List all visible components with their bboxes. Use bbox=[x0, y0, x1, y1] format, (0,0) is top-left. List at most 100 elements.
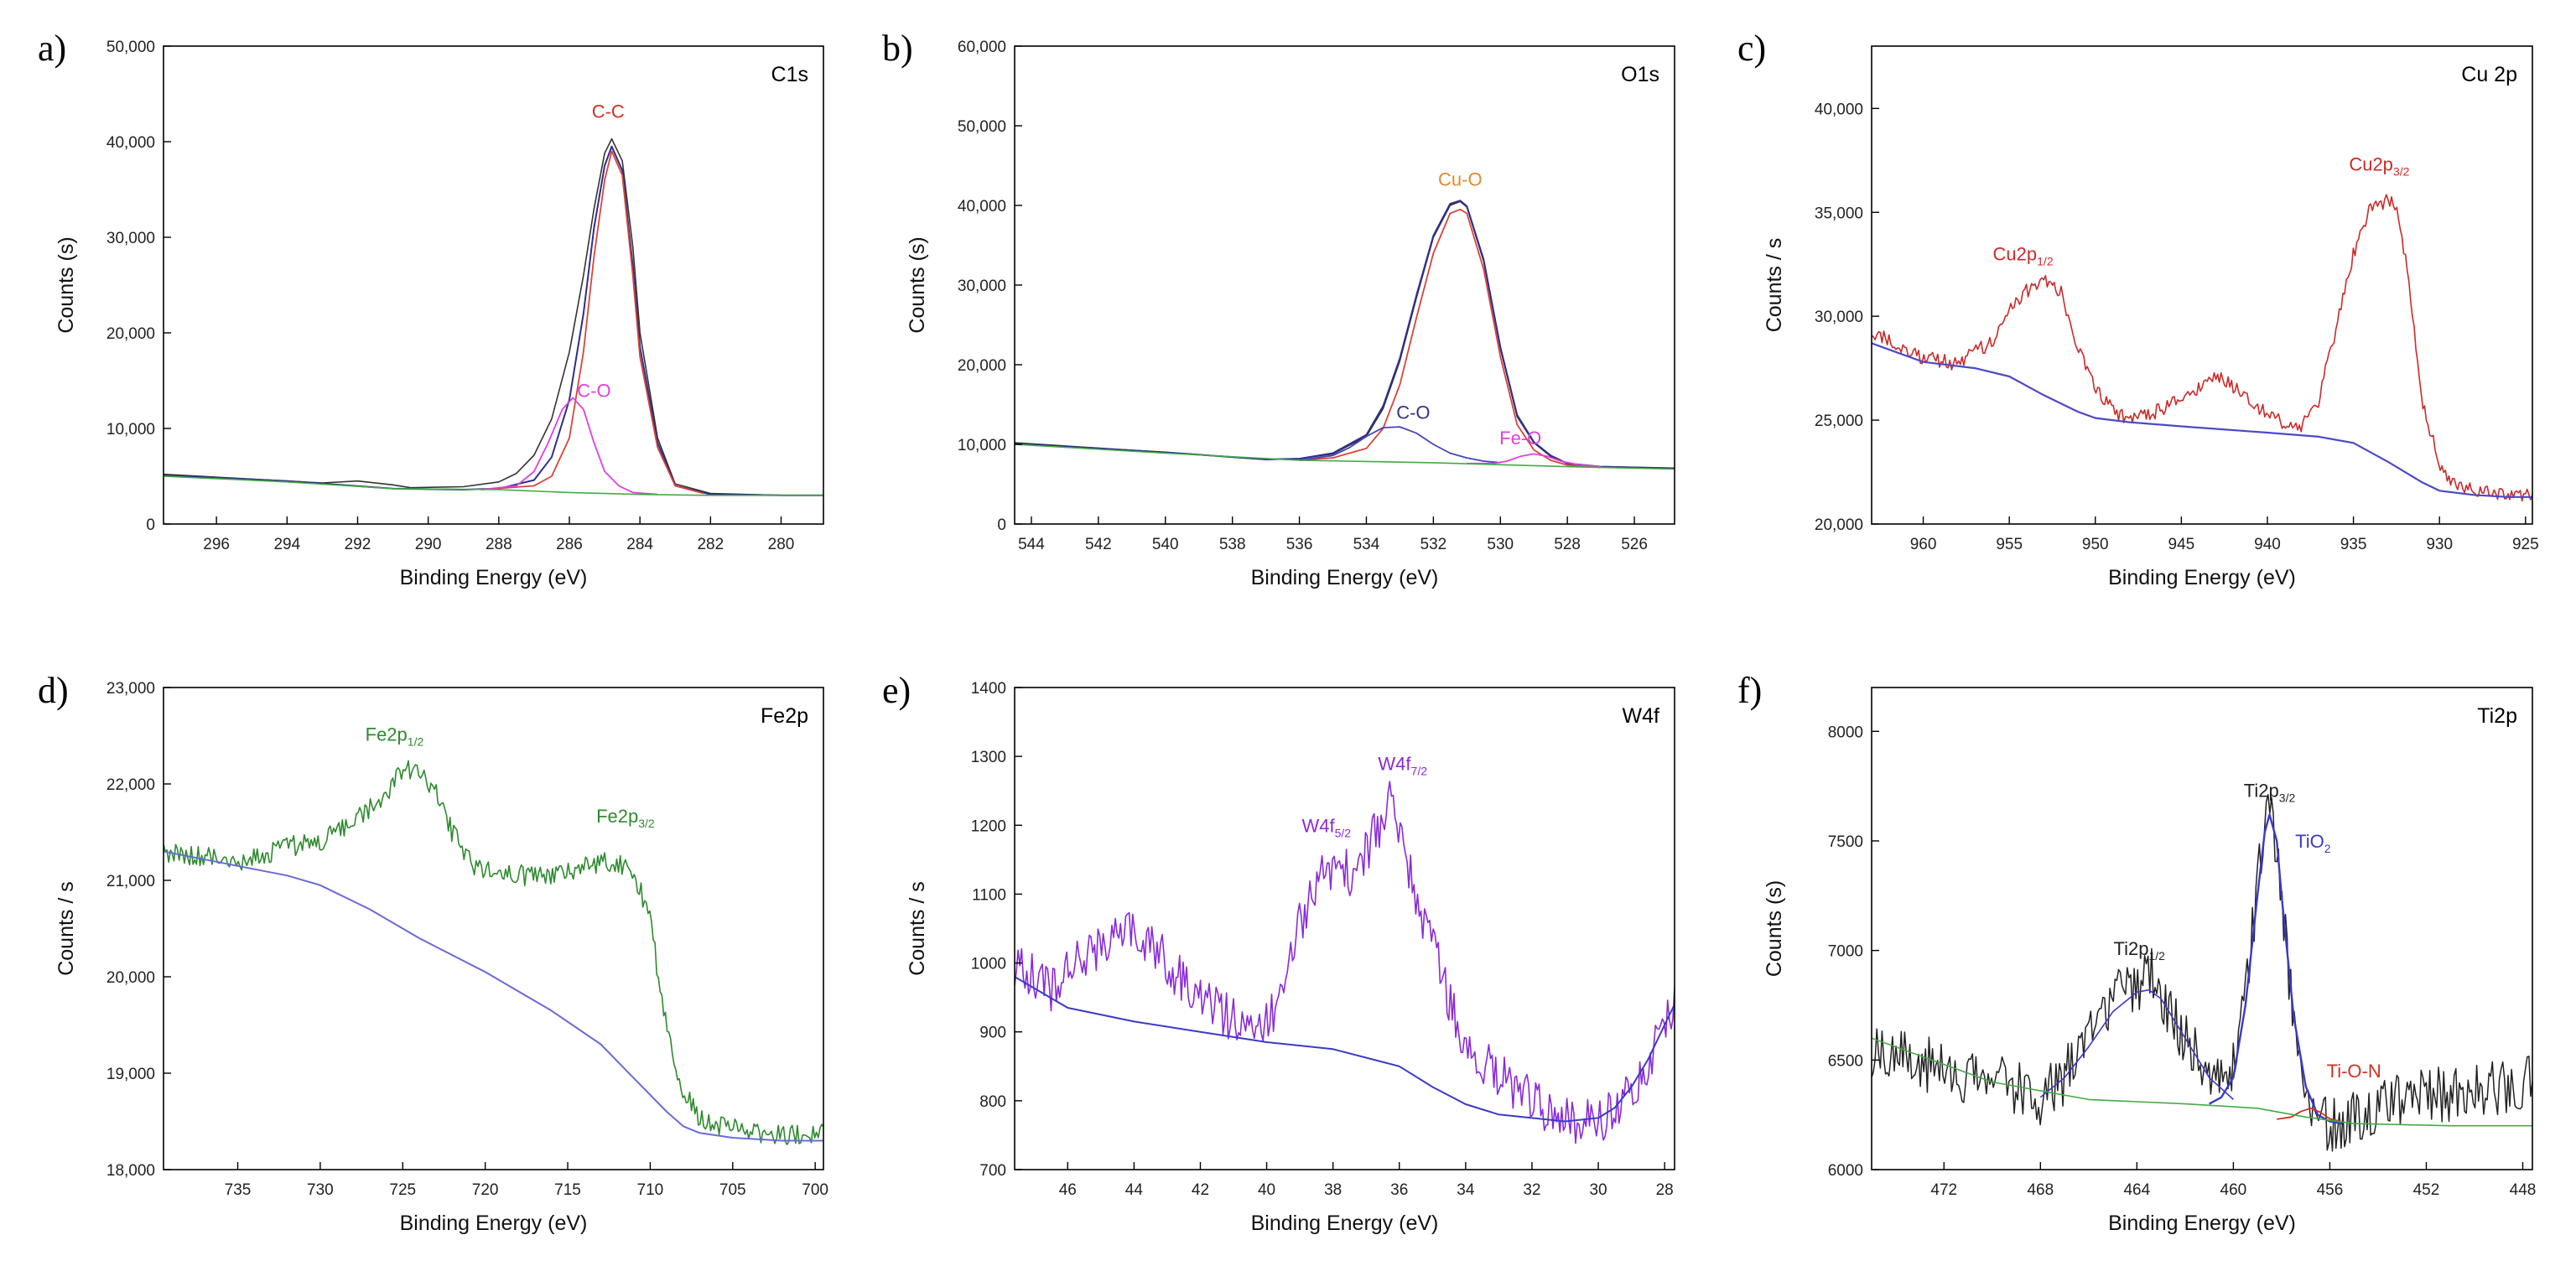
series-raw bbox=[1015, 200, 1675, 470]
peak-label: C-O bbox=[1396, 402, 1430, 423]
peak-label: Fe-O bbox=[1499, 428, 1541, 449]
y-axis-title: Counts (s) bbox=[906, 236, 929, 333]
x-tick-label: 44 bbox=[1125, 1181, 1144, 1199]
x-tick-label: 700 bbox=[802, 1181, 828, 1199]
x-tick-label: 284 bbox=[626, 536, 653, 553]
peak-label-subscript: 5/2 bbox=[1335, 827, 1352, 840]
panel-letter: f) bbox=[1737, 670, 1762, 711]
x-tick-label: 940 bbox=[2254, 536, 2281, 553]
y-tick-label: 0 bbox=[146, 516, 155, 534]
panel-letter: c) bbox=[1737, 28, 1766, 69]
peak-label: Fe2p1/2 bbox=[366, 724, 424, 748]
x-axis-title: Binding Energy (eV) bbox=[400, 1212, 588, 1235]
x-tick-label: 468 bbox=[2027, 1181, 2054, 1199]
y-tick-label: 30,000 bbox=[1815, 309, 1863, 326]
x-axis-title: Binding Energy (eV) bbox=[1251, 1212, 1439, 1235]
peak-label-subscript: 3/2 bbox=[2279, 791, 2296, 805]
series-Fe-O bbox=[1467, 453, 1602, 468]
y-tick-label: 20,000 bbox=[958, 357, 1006, 375]
series-fit-envelope bbox=[164, 145, 823, 496]
peak-label-subscript: 7/2 bbox=[1411, 765, 1428, 778]
peak-label: Ti2p1/2 bbox=[2113, 938, 2165, 963]
x-tick-label: 730 bbox=[307, 1181, 334, 1199]
peak-label: W4f7/2 bbox=[1378, 754, 1427, 778]
y-tick-label: 18,000 bbox=[106, 1162, 155, 1180]
x-tick-label: 534 bbox=[1353, 536, 1380, 553]
peak-label: Ti-O-N bbox=[2327, 1061, 2381, 1082]
plot-frame bbox=[1871, 45, 2533, 525]
x-tick-label: 36 bbox=[1390, 1181, 1408, 1199]
y-tick-label: 1300 bbox=[971, 749, 1006, 766]
series-Cu-O bbox=[1299, 208, 1602, 469]
y-tick-label: 1000 bbox=[971, 956, 1006, 973]
y-tick-label: 20,000 bbox=[106, 325, 155, 343]
x-tick-label: 930 bbox=[2426, 536, 2453, 553]
series-fit-envelope bbox=[1015, 200, 1675, 470]
series-raw bbox=[1015, 781, 1675, 1144]
x-tick-label: 290 bbox=[415, 536, 442, 553]
x-tick-label: 710 bbox=[637, 1181, 664, 1199]
x-tick-label: 30 bbox=[1589, 1181, 1607, 1199]
peak-label-subscript: 2 bbox=[2324, 842, 2331, 855]
y-tick-label: 900 bbox=[979, 1025, 1006, 1042]
panel-title: Fe2p bbox=[761, 704, 808, 728]
y-tick-label: 1100 bbox=[972, 886, 1006, 904]
x-tick-label: 472 bbox=[1930, 1181, 1957, 1199]
peak-label: Ti2p3/2 bbox=[2244, 781, 2296, 805]
x-tick-label: 526 bbox=[1621, 536, 1648, 553]
peak-label: W4f5/2 bbox=[1301, 816, 1351, 840]
series-Ti2p1/2-fit bbox=[2039, 989, 2234, 1100]
x-tick-label: 955 bbox=[1996, 536, 2023, 553]
series-raw bbox=[1872, 794, 2532, 1152]
x-tick-label: 735 bbox=[225, 1181, 252, 1199]
series-group bbox=[1015, 781, 1675, 1144]
peak-label: TiO2 bbox=[2295, 831, 2331, 855]
x-tick-label: 460 bbox=[2220, 1181, 2247, 1199]
panel-title: Cu 2p bbox=[2461, 63, 2517, 86]
panel-letter: b) bbox=[882, 28, 913, 69]
x-tick-label: 540 bbox=[1152, 536, 1179, 553]
y-tick-label: 30,000 bbox=[106, 230, 155, 247]
x-tick-label: 280 bbox=[768, 536, 795, 553]
series-background bbox=[1872, 1037, 2532, 1127]
y-tick-label: 1200 bbox=[971, 817, 1006, 835]
series-Ti-O-N bbox=[2277, 1107, 2343, 1123]
plot-frame bbox=[1014, 687, 1675, 1170]
panel-b: 544 542 540 538 536 534 532 530 528 526 0 10,000 20,… bbox=[882, 28, 1675, 589]
x-tick-label: 925 bbox=[2512, 536, 2539, 553]
peak-label-subscript: 3/2 bbox=[638, 817, 655, 830]
panel-f: 472 468 464 460 456 452 448 6000 6500 7000 7500 800… bbox=[1737, 670, 2536, 1235]
x-tick-label: 452 bbox=[2413, 1181, 2440, 1199]
peak-label: Cu2p3/2 bbox=[2349, 154, 2409, 179]
x-tick-label: 950 bbox=[2082, 536, 2109, 553]
peak-label-subscript: 1/2 bbox=[2148, 949, 2165, 963]
y-axis-title: Counts / s bbox=[906, 881, 929, 976]
x-tick-label: 542 bbox=[1085, 536, 1112, 553]
panel-c: 960 955 950 945 940 935 930 925 20,000 25,000 30,0… bbox=[1737, 28, 2539, 589]
panel-d: 735 730 725 720 715 710 705 700 18,000 19,000 20,0… bbox=[38, 670, 828, 1235]
y-tick-label: 23,000 bbox=[106, 680, 155, 698]
y-tick-label: 20,000 bbox=[106, 969, 155, 987]
y-tick-label: 40,000 bbox=[958, 198, 1006, 215]
plot-frame bbox=[163, 45, 824, 525]
peak-label-subscript: 1/2 bbox=[2037, 254, 2054, 267]
y-tick-label: 10,000 bbox=[106, 421, 155, 438]
x-tick-label: 448 bbox=[2510, 1181, 2537, 1199]
x-tick-label: 715 bbox=[554, 1181, 581, 1199]
x-tick-label: 528 bbox=[1554, 536, 1581, 553]
x-tick-label: 42 bbox=[1192, 1181, 1209, 1199]
x-axis-title: Binding Energy (eV) bbox=[400, 566, 588, 589]
x-tick-label: 292 bbox=[345, 536, 371, 553]
peak-label-subscript: 3/2 bbox=[2393, 165, 2410, 179]
x-tick-label: 544 bbox=[1018, 536, 1045, 553]
x-axis-title: Binding Energy (eV) bbox=[2108, 1212, 2296, 1235]
x-tick-label: 464 bbox=[2123, 1181, 2150, 1199]
series-background bbox=[1015, 444, 1675, 470]
series-background bbox=[164, 475, 823, 496]
panel-e: 46 44 42 40 38 36 34 32 30 28 700 800 900 1000 1100 120… bbox=[882, 670, 1675, 1235]
panel-title: C1s bbox=[771, 63, 808, 86]
series-raw bbox=[1872, 194, 2532, 502]
x-tick-label: 34 bbox=[1457, 1181, 1475, 1199]
peak-label: Cu-O bbox=[1438, 169, 1483, 189]
